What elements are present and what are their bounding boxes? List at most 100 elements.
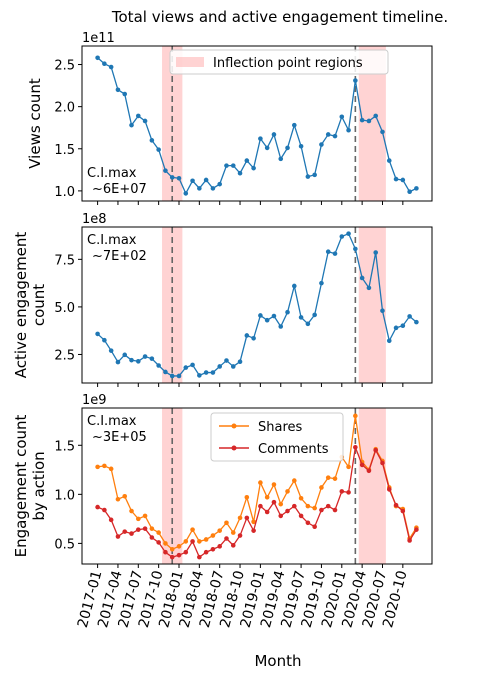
data-point	[102, 61, 107, 66]
data-point	[271, 499, 277, 505]
data-point	[353, 246, 358, 252]
data-point	[102, 507, 107, 513]
data-point	[95, 464, 100, 470]
ci-value: ~6E+07	[92, 182, 147, 197]
data-point	[380, 460, 385, 466]
data-point	[176, 552, 182, 558]
legend-box	[210, 412, 344, 462]
data-point	[312, 312, 317, 318]
data-point	[298, 143, 304, 149]
legend-swatch	[176, 57, 204, 67]
data-point	[244, 333, 250, 338]
data-point	[285, 309, 290, 315]
data-point	[203, 549, 209, 555]
y-axis-label-line: Active engagement	[12, 232, 30, 379]
data-point	[386, 158, 392, 163]
data-point	[122, 529, 128, 534]
data-point	[183, 539, 189, 544]
legend: Shares Comments	[210, 412, 344, 462]
legend-label: Inflection point regions	[213, 56, 363, 71]
data-point	[393, 502, 399, 508]
data-point	[197, 554, 202, 560]
legend-marker	[231, 445, 237, 451]
legend-label: Comments	[258, 442, 329, 457]
data-point	[312, 524, 317, 530]
data-point	[129, 508, 134, 514]
data-point	[264, 509, 270, 515]
data-point	[373, 113, 379, 119]
data-point	[163, 541, 168, 546]
y-tick-label: 1.0	[54, 185, 75, 200]
data-point	[305, 321, 311, 327]
data-point	[203, 177, 209, 183]
data-point	[163, 549, 168, 555]
data-point	[210, 186, 216, 191]
data-point	[156, 530, 161, 535]
data-point	[244, 515, 250, 521]
data-point	[359, 117, 365, 123]
y-axis-label-line: Engagement count	[12, 415, 30, 558]
data-point	[380, 129, 385, 135]
data-point	[197, 186, 202, 191]
data-point	[251, 165, 256, 171]
data-point	[163, 369, 168, 375]
legend: Inflection point regions	[169, 49, 389, 75]
data-point	[176, 544, 182, 549]
data-point	[210, 370, 216, 375]
data-point	[285, 508, 290, 514]
data-point	[312, 505, 317, 511]
legend-box	[169, 49, 389, 75]
data-point	[373, 447, 379, 453]
data-point	[237, 170, 243, 176]
data-point	[176, 175, 182, 181]
y-tick-label: 1.5	[54, 143, 75, 158]
data-point	[305, 520, 311, 526]
data-point	[366, 468, 372, 474]
data-point	[346, 231, 351, 236]
data-point	[203, 370, 209, 375]
data-point	[400, 323, 406, 329]
data-point	[95, 504, 100, 510]
y-tick-label: 0.5	[54, 537, 75, 552]
data-point	[400, 177, 406, 183]
data-point	[332, 507, 338, 513]
data-point	[183, 191, 189, 196]
data-point	[142, 354, 148, 359]
data-point	[258, 503, 263, 509]
data-point	[135, 359, 141, 364]
axes-frame	[81, 226, 433, 384]
y-axis-label: Views count	[26, 78, 44, 169]
data-point	[203, 537, 209, 542]
data-point	[190, 527, 195, 532]
data-point	[108, 348, 114, 353]
data-point	[271, 482, 277, 487]
data-point	[129, 357, 134, 363]
data-point	[298, 513, 304, 519]
data-point	[176, 373, 182, 379]
y-tick-label: 5.0	[54, 301, 75, 316]
data-point	[319, 485, 324, 490]
data-point	[366, 118, 372, 124]
data-point	[108, 517, 114, 523]
data-point	[353, 413, 358, 419]
data-point	[210, 533, 216, 538]
y-axis-label: Active engagementcount	[12, 232, 48, 379]
data-point	[163, 168, 168, 173]
inflection-region	[162, 408, 183, 564]
data-point	[190, 178, 195, 184]
data-point	[108, 64, 114, 70]
data-point	[285, 145, 290, 151]
data-point	[210, 546, 216, 552]
data-point	[319, 142, 324, 147]
data-point	[346, 464, 351, 470]
data-point	[414, 527, 419, 532]
data-point	[292, 478, 297, 483]
figure-title: Total views and active engagement timeli…	[111, 8, 448, 26]
panel-active: 2.5 5.0 7.5 1e8 Active engagementcount C.I.ma…	[12, 212, 433, 387]
data-point	[122, 352, 128, 358]
data-point	[149, 138, 155, 143]
data-point	[353, 444, 358, 450]
inflection-region	[162, 46, 183, 201]
data-point	[346, 490, 351, 495]
